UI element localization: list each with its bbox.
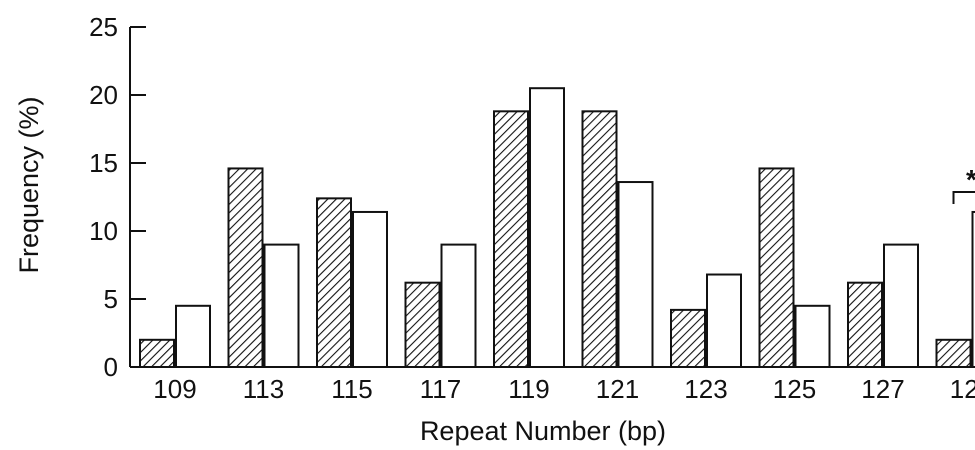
bar-hatched-109 xyxy=(139,338,175,368)
bar-hatched-123 xyxy=(670,308,706,369)
y-tick-label: 20 xyxy=(89,80,118,110)
bar-hatched-125 xyxy=(758,167,795,368)
y-tick-label: 5 xyxy=(104,284,118,314)
bar-open-115 xyxy=(352,210,388,368)
bar-hatched-127 xyxy=(847,281,883,368)
bar-hatched-121 xyxy=(581,110,618,368)
bar-open-109 xyxy=(175,304,211,368)
bar-hatched-113 xyxy=(227,167,264,368)
annotations: * xyxy=(952,164,975,204)
y-tick-label: 15 xyxy=(89,148,118,178)
bar-open-113 xyxy=(263,243,300,369)
bar-hatched-119 xyxy=(493,110,529,368)
bar-open-119 xyxy=(529,87,565,368)
bar-open-125 xyxy=(794,304,831,368)
bar-open-123 xyxy=(706,273,742,368)
bar-hatched-129 xyxy=(935,338,972,368)
y-axis: 0 5 10 15 20 25 xyxy=(89,12,146,382)
x-tick-label-119: 119 xyxy=(508,374,549,404)
bar-open-117 xyxy=(440,243,477,369)
x-tick-label-109: 109 xyxy=(153,374,196,404)
bar-hatched-115 xyxy=(316,197,352,368)
x-tick-label-113: 113 xyxy=(243,374,284,404)
x-axis: 109 113 115 117 119 121 123 125 127 129 xyxy=(130,366,975,404)
bar-open-121 xyxy=(617,181,654,368)
significance-asterisk: * xyxy=(966,164,975,195)
x-tick-label-125: 125 xyxy=(773,374,816,404)
x-tick-label-121: 121 xyxy=(596,374,639,404)
bar-hatched-117 xyxy=(404,281,441,368)
x-tick-label-117: 117 xyxy=(420,374,461,404)
bar-open-127 xyxy=(883,243,919,369)
y-tick-label: 10 xyxy=(89,216,118,246)
bar-open-129 xyxy=(971,210,975,368)
y-tick-label: 25 xyxy=(89,12,118,42)
significance-bracket xyxy=(952,190,975,204)
y-tick-label: 0 xyxy=(104,352,118,382)
x-axis-title: Repeat Number (bp) xyxy=(420,416,666,446)
x-tick-label-123: 123 xyxy=(684,374,727,404)
plot-area xyxy=(139,87,975,369)
x-tick-label-129: 129 xyxy=(950,374,975,404)
x-tick-label-115: 115 xyxy=(331,374,372,404)
x-tick-label-127: 127 xyxy=(861,374,904,404)
y-axis-title: Frequency (%) xyxy=(14,96,44,273)
